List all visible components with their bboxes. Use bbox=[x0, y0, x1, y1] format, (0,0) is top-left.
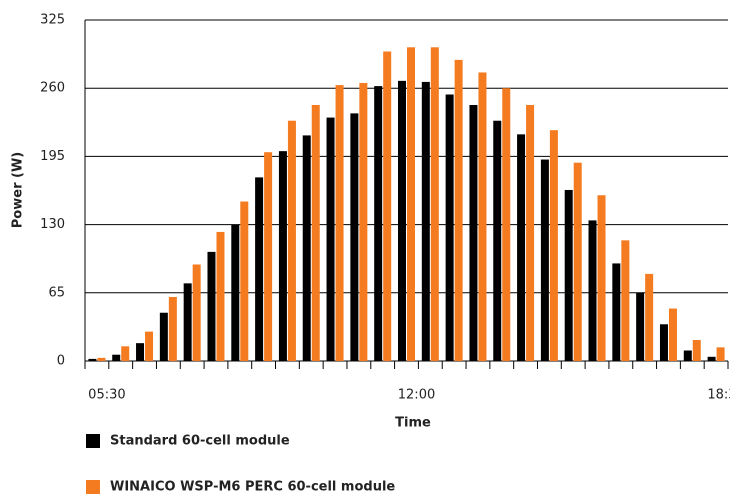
bar bbox=[636, 292, 645, 361]
bar bbox=[159, 312, 168, 361]
x-tick-label: 18:30 bbox=[707, 388, 730, 403]
legend-swatch bbox=[86, 434, 100, 448]
bar bbox=[645, 273, 654, 361]
bar bbox=[588, 220, 597, 361]
bar bbox=[454, 59, 463, 362]
bar bbox=[121, 346, 130, 361]
bar bbox=[145, 331, 154, 361]
x-axis-title: Time bbox=[395, 416, 431, 431]
bar bbox=[573, 162, 582, 361]
bar bbox=[716, 347, 725, 361]
bar bbox=[707, 356, 716, 361]
x-tick-label: 12:00 bbox=[398, 388, 435, 403]
bar bbox=[659, 324, 668, 361]
bar bbox=[216, 231, 225, 361]
bar bbox=[668, 308, 677, 361]
bar bbox=[326, 117, 335, 361]
y-tick-label: 195 bbox=[40, 149, 65, 164]
bar bbox=[692, 340, 701, 361]
y-axis-title: Power (W) bbox=[11, 152, 26, 228]
bar bbox=[97, 357, 106, 361]
bar bbox=[240, 201, 249, 361]
bar bbox=[469, 104, 478, 361]
legend-swatch bbox=[86, 480, 100, 494]
bar bbox=[168, 296, 177, 361]
bar bbox=[597, 195, 606, 361]
bar bbox=[311, 104, 320, 361]
bar bbox=[612, 263, 621, 361]
legend-label: WINAICO WSP-M6 PERC 60-cell module bbox=[110, 480, 395, 495]
bar bbox=[430, 47, 439, 361]
bar bbox=[683, 350, 692, 361]
bar bbox=[112, 354, 121, 361]
legend-label: Standard 60-cell module bbox=[110, 434, 290, 449]
bar bbox=[564, 189, 573, 361]
bar bbox=[374, 86, 383, 362]
bar bbox=[335, 85, 344, 361]
bar bbox=[192, 264, 201, 361]
bar bbox=[540, 159, 549, 361]
bar bbox=[621, 240, 630, 361]
bar bbox=[478, 72, 487, 361]
y-tick-label: 260 bbox=[40, 81, 65, 96]
bar bbox=[407, 47, 415, 361]
bar bbox=[207, 251, 216, 361]
bar bbox=[549, 130, 558, 361]
y-tick-label: 130 bbox=[40, 217, 65, 232]
bar bbox=[421, 81, 430, 362]
bar bbox=[359, 82, 368, 361]
y-tick-label: 325 bbox=[40, 13, 65, 28]
bar bbox=[278, 151, 287, 361]
bar bbox=[517, 134, 526, 361]
bar bbox=[398, 80, 406, 362]
bar bbox=[502, 88, 511, 361]
bar bbox=[350, 113, 359, 362]
bar bbox=[493, 120, 502, 361]
bar bbox=[302, 135, 311, 361]
bar bbox=[183, 283, 192, 361]
bar bbox=[383, 51, 392, 361]
x-tick-label: 05:30 bbox=[88, 388, 125, 403]
y-tick-label: 65 bbox=[48, 285, 65, 300]
bar bbox=[445, 94, 454, 361]
bar bbox=[526, 104, 535, 361]
bar bbox=[255, 177, 264, 361]
bar bbox=[264, 152, 273, 361]
bar bbox=[136, 343, 145, 361]
bar bbox=[231, 224, 240, 361]
bar bbox=[287, 120, 296, 361]
bar bbox=[88, 358, 97, 361]
y-tick-label: 0 bbox=[57, 354, 65, 369]
